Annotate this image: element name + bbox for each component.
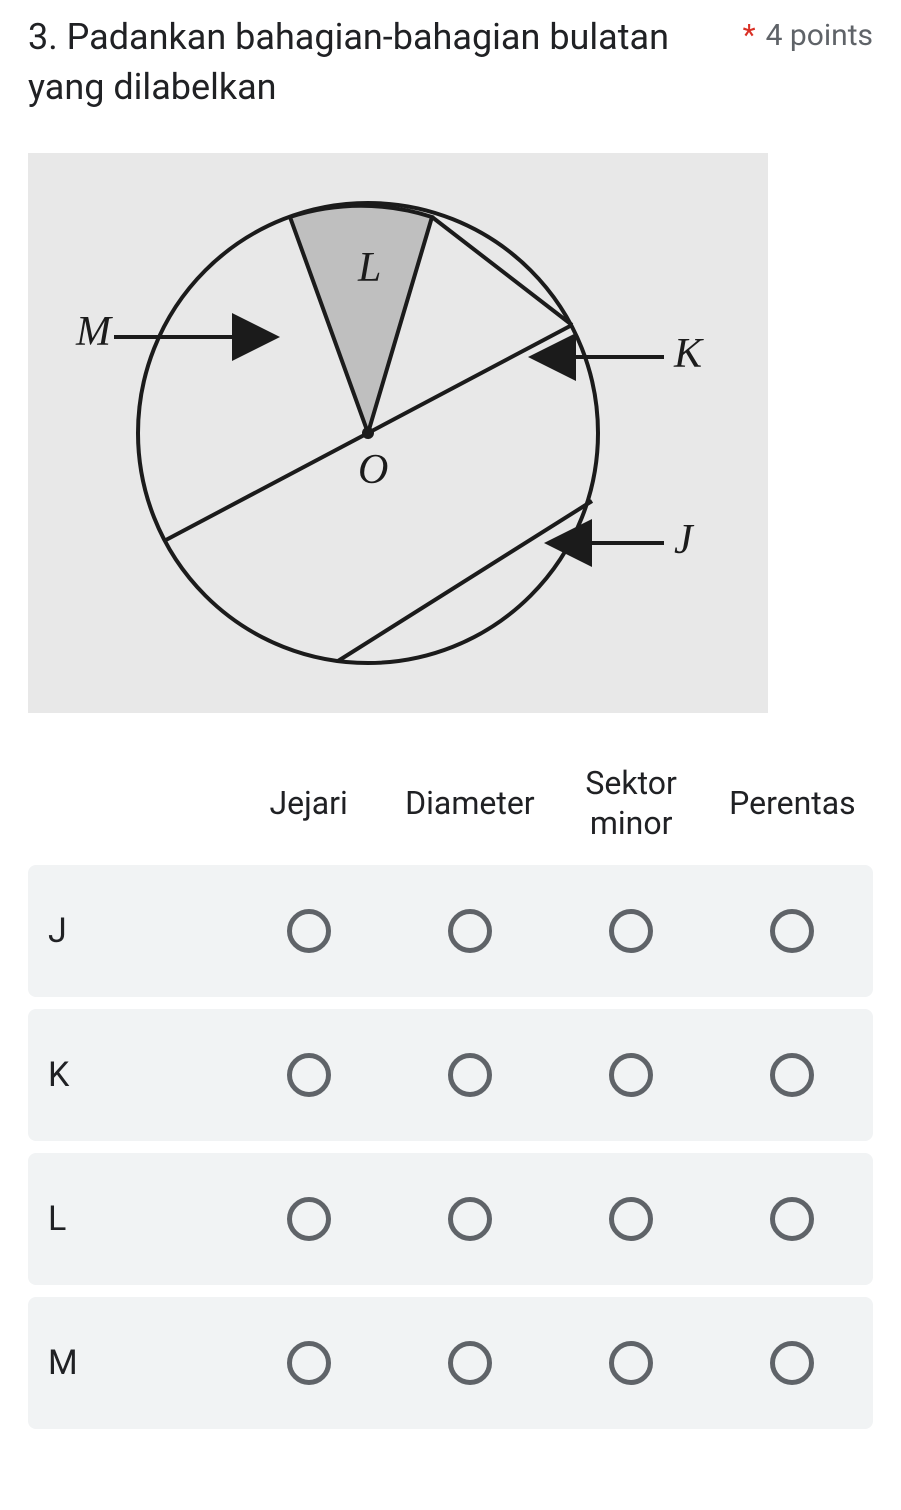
radio-cell (551, 909, 712, 953)
label-o: O (358, 447, 388, 493)
grid-header-row: Jejari Diameter Sektorminor Perentas (28, 753, 873, 865)
radio-cell (228, 909, 389, 953)
radio-option[interactable] (770, 909, 814, 953)
row-label: M (28, 1343, 228, 1383)
radio-cell (551, 1341, 712, 1385)
radio-option[interactable] (448, 1053, 492, 1097)
table-row: J (28, 865, 873, 997)
label-k: K (673, 331, 704, 377)
radio-cell (712, 909, 873, 953)
row-label: K (28, 1055, 228, 1095)
radio-option[interactable] (287, 1053, 331, 1097)
radio-cell (389, 1341, 550, 1385)
radio-option[interactable] (609, 909, 653, 953)
col-label: Sektorminor (551, 763, 712, 843)
radio-cell (712, 1053, 873, 1097)
radio-option[interactable] (448, 1197, 492, 1241)
radio-cell (389, 1197, 550, 1241)
answer-grid: Jejari Diameter Sektorminor Perentas J K L… (28, 753, 873, 1429)
radio-cell (551, 1053, 712, 1097)
radio-option[interactable] (770, 1197, 814, 1241)
center-dot (362, 427, 374, 439)
radio-cell (551, 1197, 712, 1241)
label-m: M (75, 309, 113, 355)
col-label: Jejari (228, 783, 389, 823)
radio-option[interactable] (287, 909, 331, 953)
radio-cell (228, 1197, 389, 1241)
col-label: Diameter (389, 783, 550, 823)
radio-option[interactable] (448, 1341, 492, 1385)
radio-option[interactable] (448, 909, 492, 953)
radio-option[interactable] (609, 1197, 653, 1241)
table-row: M (28, 1297, 873, 1429)
radio-option[interactable] (770, 1341, 814, 1385)
radio-option[interactable] (770, 1053, 814, 1097)
required-star: * (743, 21, 756, 51)
points-label: 4 points (766, 18, 873, 53)
radio-cell (389, 909, 550, 953)
label-l: L (357, 245, 381, 291)
circle-diagram: M K J L O (28, 153, 768, 713)
question-header: 3. Padankan bahagian-bahagian bulatan ya… (28, 12, 873, 113)
col-label: Perentas (712, 783, 873, 823)
row-label: J (28, 911, 228, 951)
radio-cell (712, 1197, 873, 1241)
table-row: K (28, 1009, 873, 1141)
radio-option[interactable] (287, 1341, 331, 1385)
row-label: L (28, 1199, 228, 1239)
radio-cell (228, 1341, 389, 1385)
points-wrap: * 4 points (743, 12, 873, 53)
radio-option[interactable] (609, 1053, 653, 1097)
question-text: 3. Padankan bahagian-bahagian bulatan ya… (28, 12, 727, 113)
radio-option[interactable] (609, 1341, 653, 1385)
radio-cell (712, 1341, 873, 1385)
radio-cell (228, 1053, 389, 1097)
radio-option[interactable] (287, 1197, 331, 1241)
radio-cell (389, 1053, 550, 1097)
table-row: L (28, 1153, 873, 1285)
label-j: J (674, 517, 695, 563)
